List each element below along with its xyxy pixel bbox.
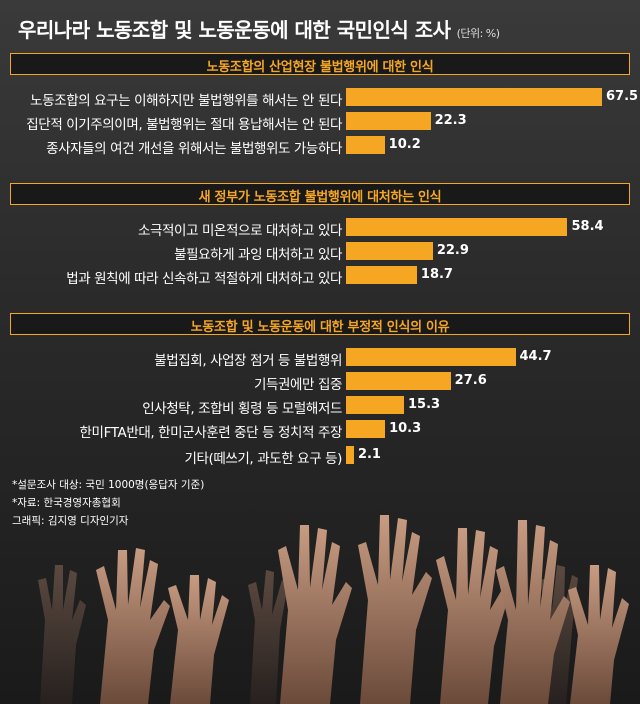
bar-label: 기타(떼쓰기, 과도한 요구 등) xyxy=(184,451,342,467)
bar-value: 2.1 xyxy=(357,447,381,462)
bar xyxy=(346,372,451,390)
bar-value: 22.3 xyxy=(434,113,467,128)
bar-label: 불법집회, 사업장 점거 등 불법행위 xyxy=(154,353,342,369)
section-header-3: 노동조합 및 노동운동에 대한 부정적 인식의 이유 xyxy=(10,313,630,335)
bar-value: 18.7 xyxy=(420,267,453,282)
bar xyxy=(346,420,386,438)
note-survey: *설문조사 대상: 국민 1000명(응답자 기준) xyxy=(12,479,205,491)
bar-label: 한미FTA반대, 한미군사훈련 중단 등 정치적 주장 xyxy=(79,425,343,441)
bar-value: 44.7 xyxy=(519,349,552,364)
bar-label: 인사청탁, 조합비 횡령 등 모럴해저드 xyxy=(142,401,342,417)
bar-label: 법과 원칙에 따라 신속하고 적절하게 대처하고 있다 xyxy=(66,271,342,287)
bar-value: 15.3 xyxy=(408,397,441,412)
bar xyxy=(346,218,568,236)
bar xyxy=(346,136,385,154)
bar-label: 노동조합의 요구는 이해하지만 불법행위를 해서는 안 된다 xyxy=(30,93,342,109)
section-header-2: 새 정부가 노동조합 불법행위에 대처하는 인식 xyxy=(10,183,630,205)
bar xyxy=(346,348,516,366)
bar xyxy=(346,242,433,260)
raised-hands-illustration xyxy=(38,515,629,704)
bar xyxy=(346,396,405,414)
bar-value: 58.4 xyxy=(571,219,604,234)
section-title: 새 정부가 노동조합 불법행위에 대처하는 인식 xyxy=(198,190,442,205)
bar-label: 소극적이고 미온적으로 대처하고 있다 xyxy=(138,223,342,239)
bar xyxy=(346,266,417,284)
bar xyxy=(346,88,602,106)
bar-label: 불필요하게 과잉 대처하고 있다 xyxy=(174,247,342,263)
bar xyxy=(346,446,354,464)
bar-value: 10.3 xyxy=(389,421,422,436)
note-credit: 그래픽: 김지영 디자인기자 xyxy=(12,515,129,527)
section-title: 노동조합의 산업현장 불법행위에 대한 인식 xyxy=(206,60,434,75)
bar-value: 10.2 xyxy=(388,137,421,152)
bar-value: 27.6 xyxy=(454,373,487,388)
bar-value: 67.5 xyxy=(606,89,639,104)
bar-label: 기득권에만 집중 xyxy=(253,377,342,393)
page-title: 우리나라 노동조합 및 노동운동에 대한 국민인식 조사 (단위: %) xyxy=(18,18,500,42)
bar xyxy=(346,112,431,130)
bar-value: 22.9 xyxy=(436,243,469,258)
note-source: *자료: 한국경영자총협회 xyxy=(12,497,121,509)
unit-label: (단위: %) xyxy=(456,27,500,40)
notes: *설문조사 대상: 국민 1000명(응답자 기준) *자료: 한국경영자총협회… xyxy=(12,476,204,530)
section-header-1: 노동조합의 산업현장 불법행위에 대한 인식 xyxy=(10,53,630,75)
section-title: 노동조합 및 노동운동에 대한 부정적 인식의 이유 xyxy=(190,320,450,335)
bar-label: 집단적 이기주의이며, 불법행위는 절대 용납해서는 안 된다 xyxy=(26,117,342,133)
bar-label: 종사자들의 여건 개선을 위해서는 불법행위도 가능하다 xyxy=(46,141,342,157)
